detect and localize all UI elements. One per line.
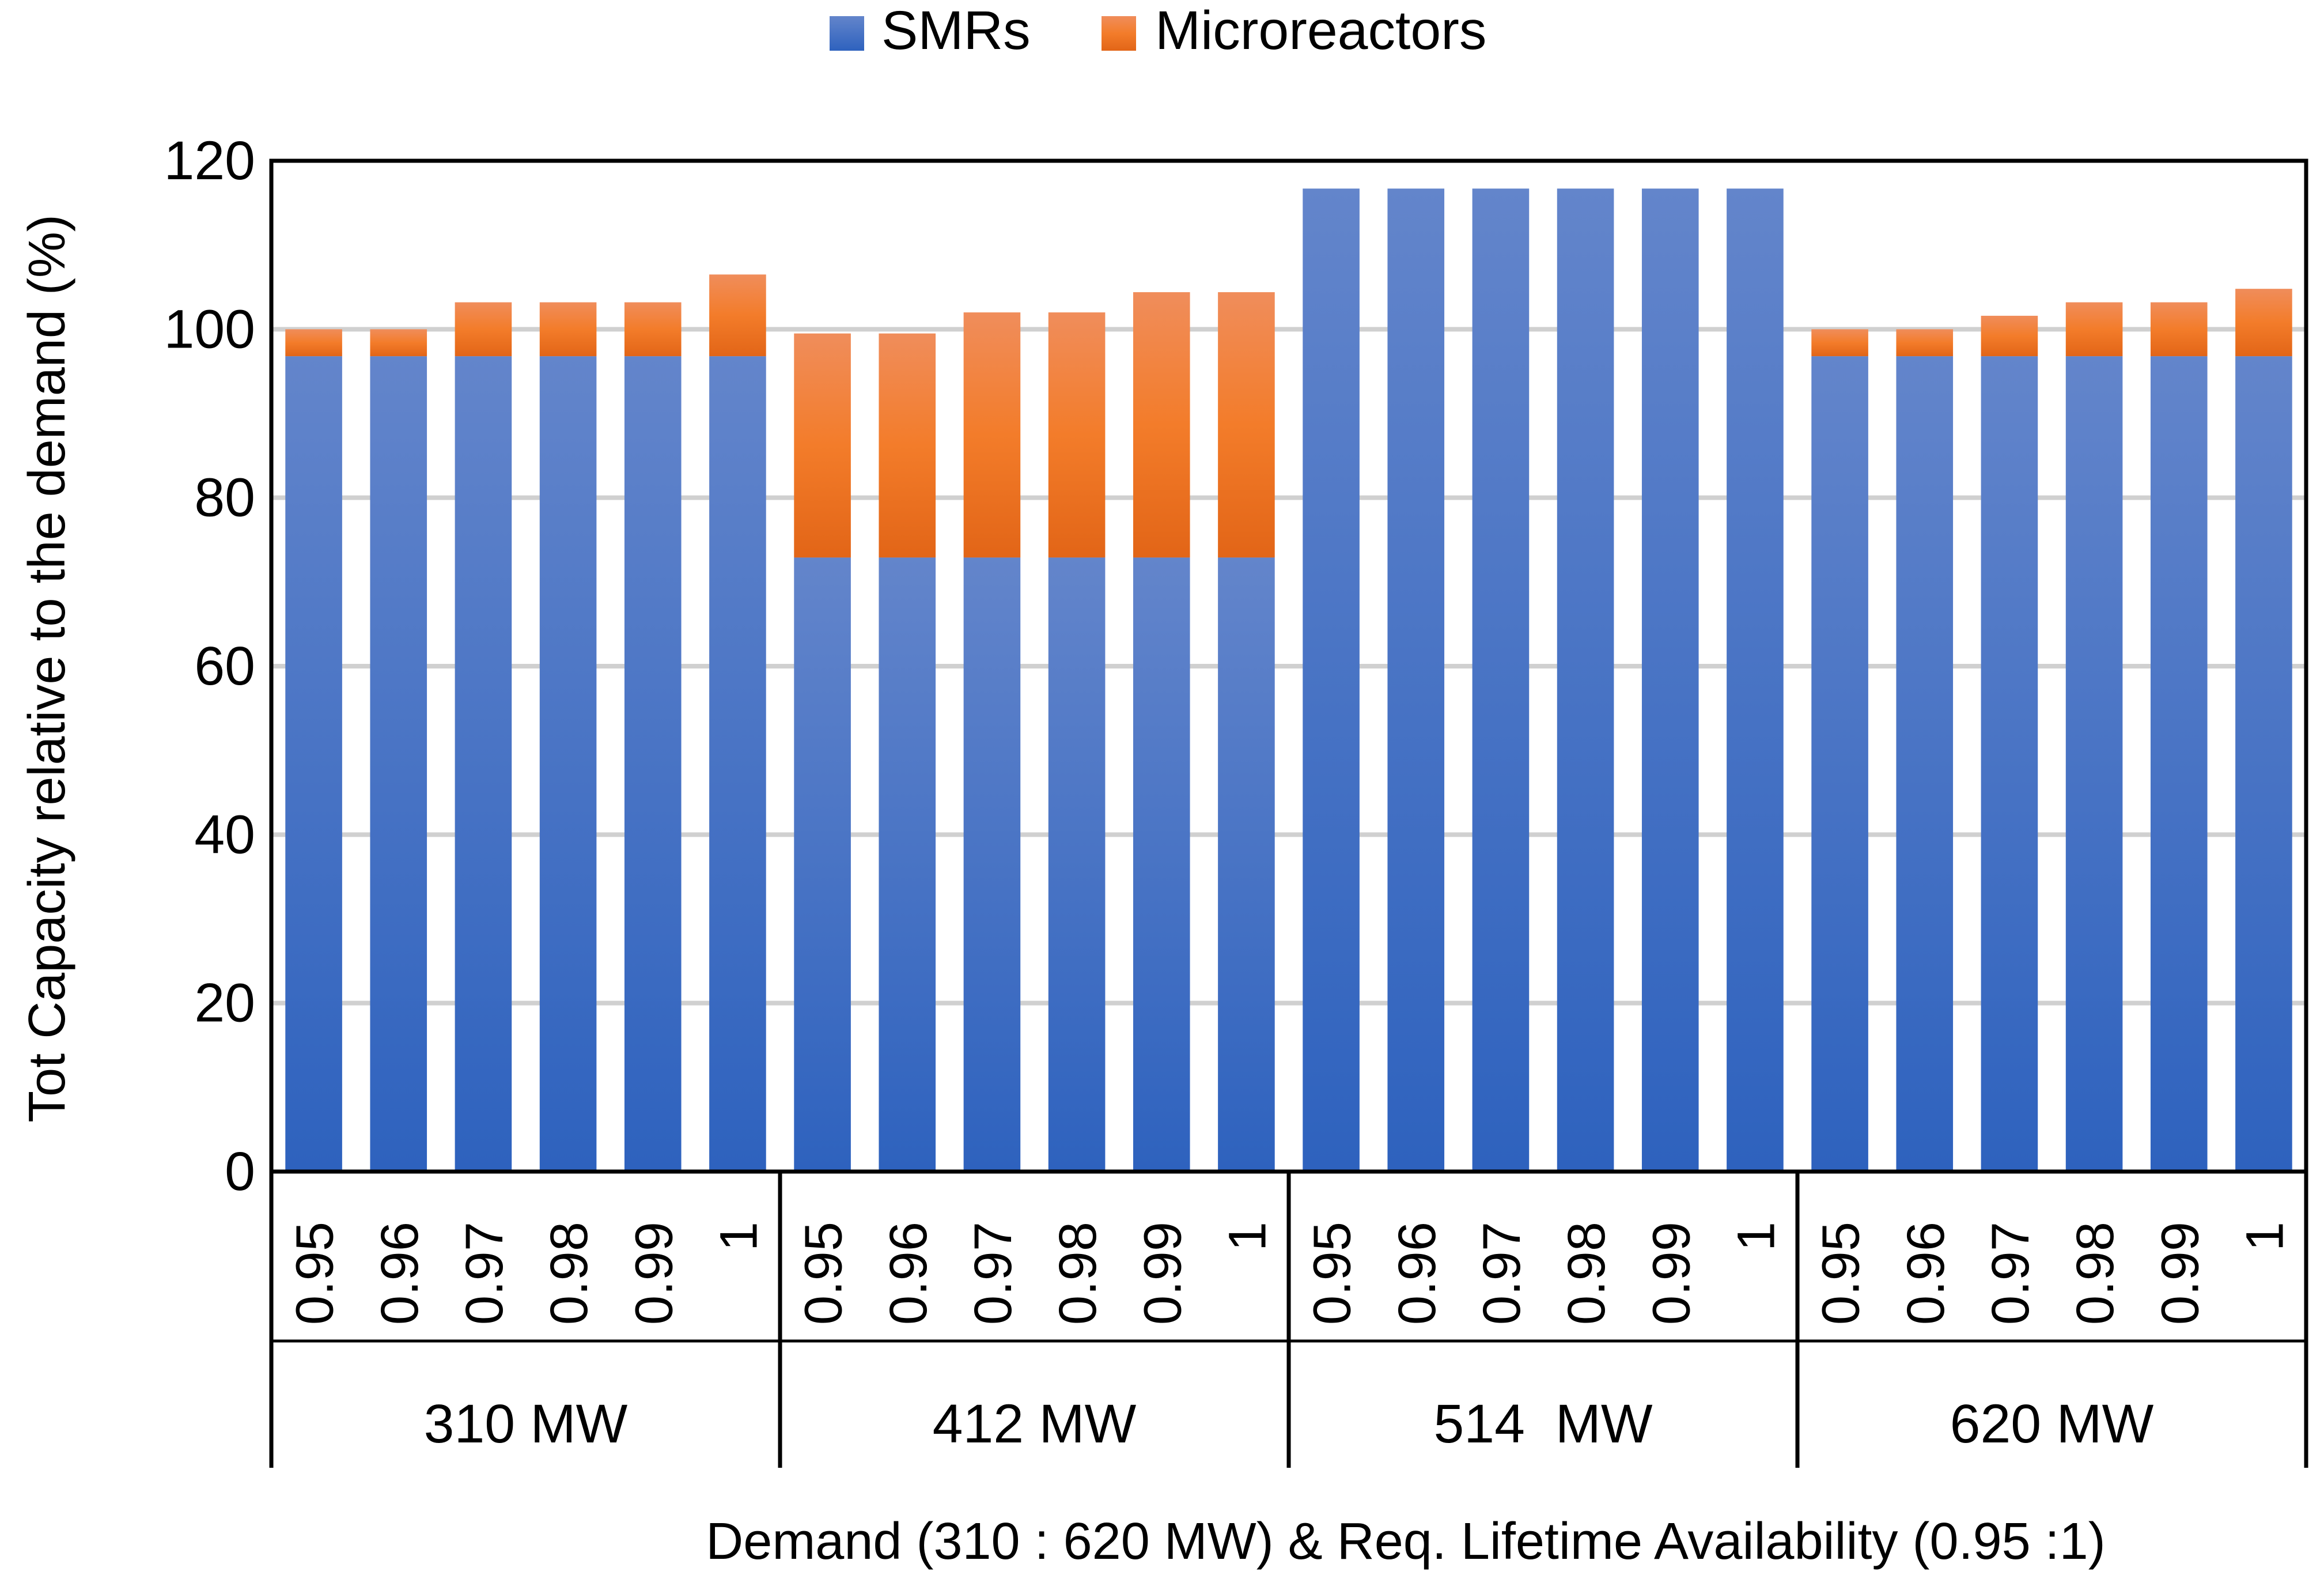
bar-smrs (624, 356, 682, 1172)
x-tick-label: 0.96 (370, 1222, 429, 1325)
y-tick-label: 80 (194, 467, 255, 528)
bar-microreactors (1048, 312, 1106, 558)
bar-microreactors (1981, 315, 2038, 357)
bar-smrs (794, 557, 851, 1172)
x-tick-label: 0.99 (1642, 1222, 1701, 1325)
x-tick-label: 0.97 (964, 1222, 1023, 1325)
x-tick-label: 0.97 (1473, 1222, 1531, 1325)
bar-microreactors (709, 274, 766, 357)
x-tick-label: 0.95 (1303, 1222, 1362, 1325)
bar-smrs (285, 356, 342, 1172)
bar-smrs (1387, 188, 1445, 1172)
legend: SMRs Microreactors (830, 0, 1486, 61)
bar-smrs (2150, 356, 2208, 1172)
y-tick-label: 100 (164, 299, 255, 360)
bar-microreactors (794, 333, 851, 558)
bar-smrs (1981, 356, 2038, 1172)
x-tick-label: 0.96 (879, 1222, 938, 1325)
bar-smrs (1303, 188, 1360, 1172)
bar-smrs (1133, 557, 1190, 1172)
bar-microreactors (455, 302, 512, 357)
x-tick-label: 0.98 (1049, 1222, 1107, 1325)
group-label: 620 MW (1950, 1393, 2154, 1455)
bar-smrs (1896, 356, 1954, 1172)
x-tick-label: 0.95 (286, 1222, 345, 1325)
x-tick-label: 0.96 (1388, 1222, 1447, 1325)
bar-microreactors (2150, 302, 2208, 357)
bar-microreactors (285, 329, 342, 357)
x-tick-label: 1 (709, 1222, 768, 1251)
bar-smrs (1641, 188, 1699, 1172)
bar-smrs (1048, 557, 1106, 1172)
x-axis-title: Demand (310 : 620 MW) & Req. Lifetime Av… (706, 1513, 2105, 1570)
x-tick-label: 0.98 (1557, 1222, 1616, 1325)
bar-microreactors (2065, 302, 2123, 357)
bar-smrs (879, 557, 936, 1172)
bar-smrs (539, 356, 597, 1172)
bar-smrs (2235, 356, 2292, 1172)
bar-microreactors (879, 333, 936, 558)
y-tick-label: 60 (194, 636, 255, 697)
bar-microreactors (539, 302, 597, 357)
bar-microreactors (963, 312, 1021, 558)
x-tick-label: 1 (1727, 1222, 1785, 1251)
x-tick-label: 0.98 (2066, 1222, 2125, 1325)
x-tick-label: 0.98 (540, 1222, 599, 1325)
bar-smrs (1727, 188, 1784, 1172)
bar-microreactors (2235, 289, 2292, 357)
bar-microreactors (1811, 329, 1868, 357)
y-tick-label: 120 (164, 130, 255, 191)
bar-microreactors (1218, 292, 1275, 558)
bar-smrs (1472, 188, 1530, 1172)
bar-smrs (370, 356, 427, 1172)
group-label: 310 MW (424, 1393, 628, 1455)
y-axis-title: Tot Capacity relative to the demand (%) (18, 214, 76, 1123)
y-tick-label: 0 (225, 1141, 255, 1202)
bar-smrs (2065, 356, 2123, 1172)
x-tick-label: 1 (1218, 1222, 1277, 1251)
x-tick-label: 0.97 (455, 1222, 514, 1325)
bar-smrs (455, 356, 512, 1172)
bar-microreactors (1896, 329, 1954, 357)
x-tick-label: 0.95 (1812, 1222, 1871, 1325)
bar-smrs (709, 356, 766, 1172)
bar-microreactors (1133, 292, 1190, 558)
legend-label-smrs: SMRs (881, 0, 1031, 61)
x-tick-label: 0.96 (1897, 1222, 1955, 1325)
bar-microreactors (624, 302, 682, 357)
x-tick-label: 0.99 (2151, 1222, 2209, 1325)
y-tick-label: 40 (194, 804, 255, 865)
legend-swatch-microreactors (1102, 16, 1136, 51)
x-tick-label: 0.99 (1133, 1222, 1192, 1325)
bar-microreactors (370, 329, 427, 357)
bar-smrs (1218, 557, 1275, 1172)
x-tick-label: 0.99 (624, 1222, 683, 1325)
bar-smrs (963, 557, 1021, 1172)
legend-label-microreactors: Microreactors (1155, 0, 1486, 61)
bar-smrs (1811, 356, 1868, 1172)
group-label: 412 MW (933, 1393, 1137, 1455)
bar-smrs (1557, 188, 1614, 1172)
x-tick-label: 1 (2235, 1222, 2294, 1251)
y-tick-label: 20 (194, 973, 255, 1034)
legend-swatch-smrs (830, 16, 864, 51)
x-tick-label: 0.97 (1981, 1222, 2040, 1325)
x-tick-label: 0.95 (794, 1222, 853, 1325)
group-label: 514 MW (1433, 1393, 1652, 1455)
